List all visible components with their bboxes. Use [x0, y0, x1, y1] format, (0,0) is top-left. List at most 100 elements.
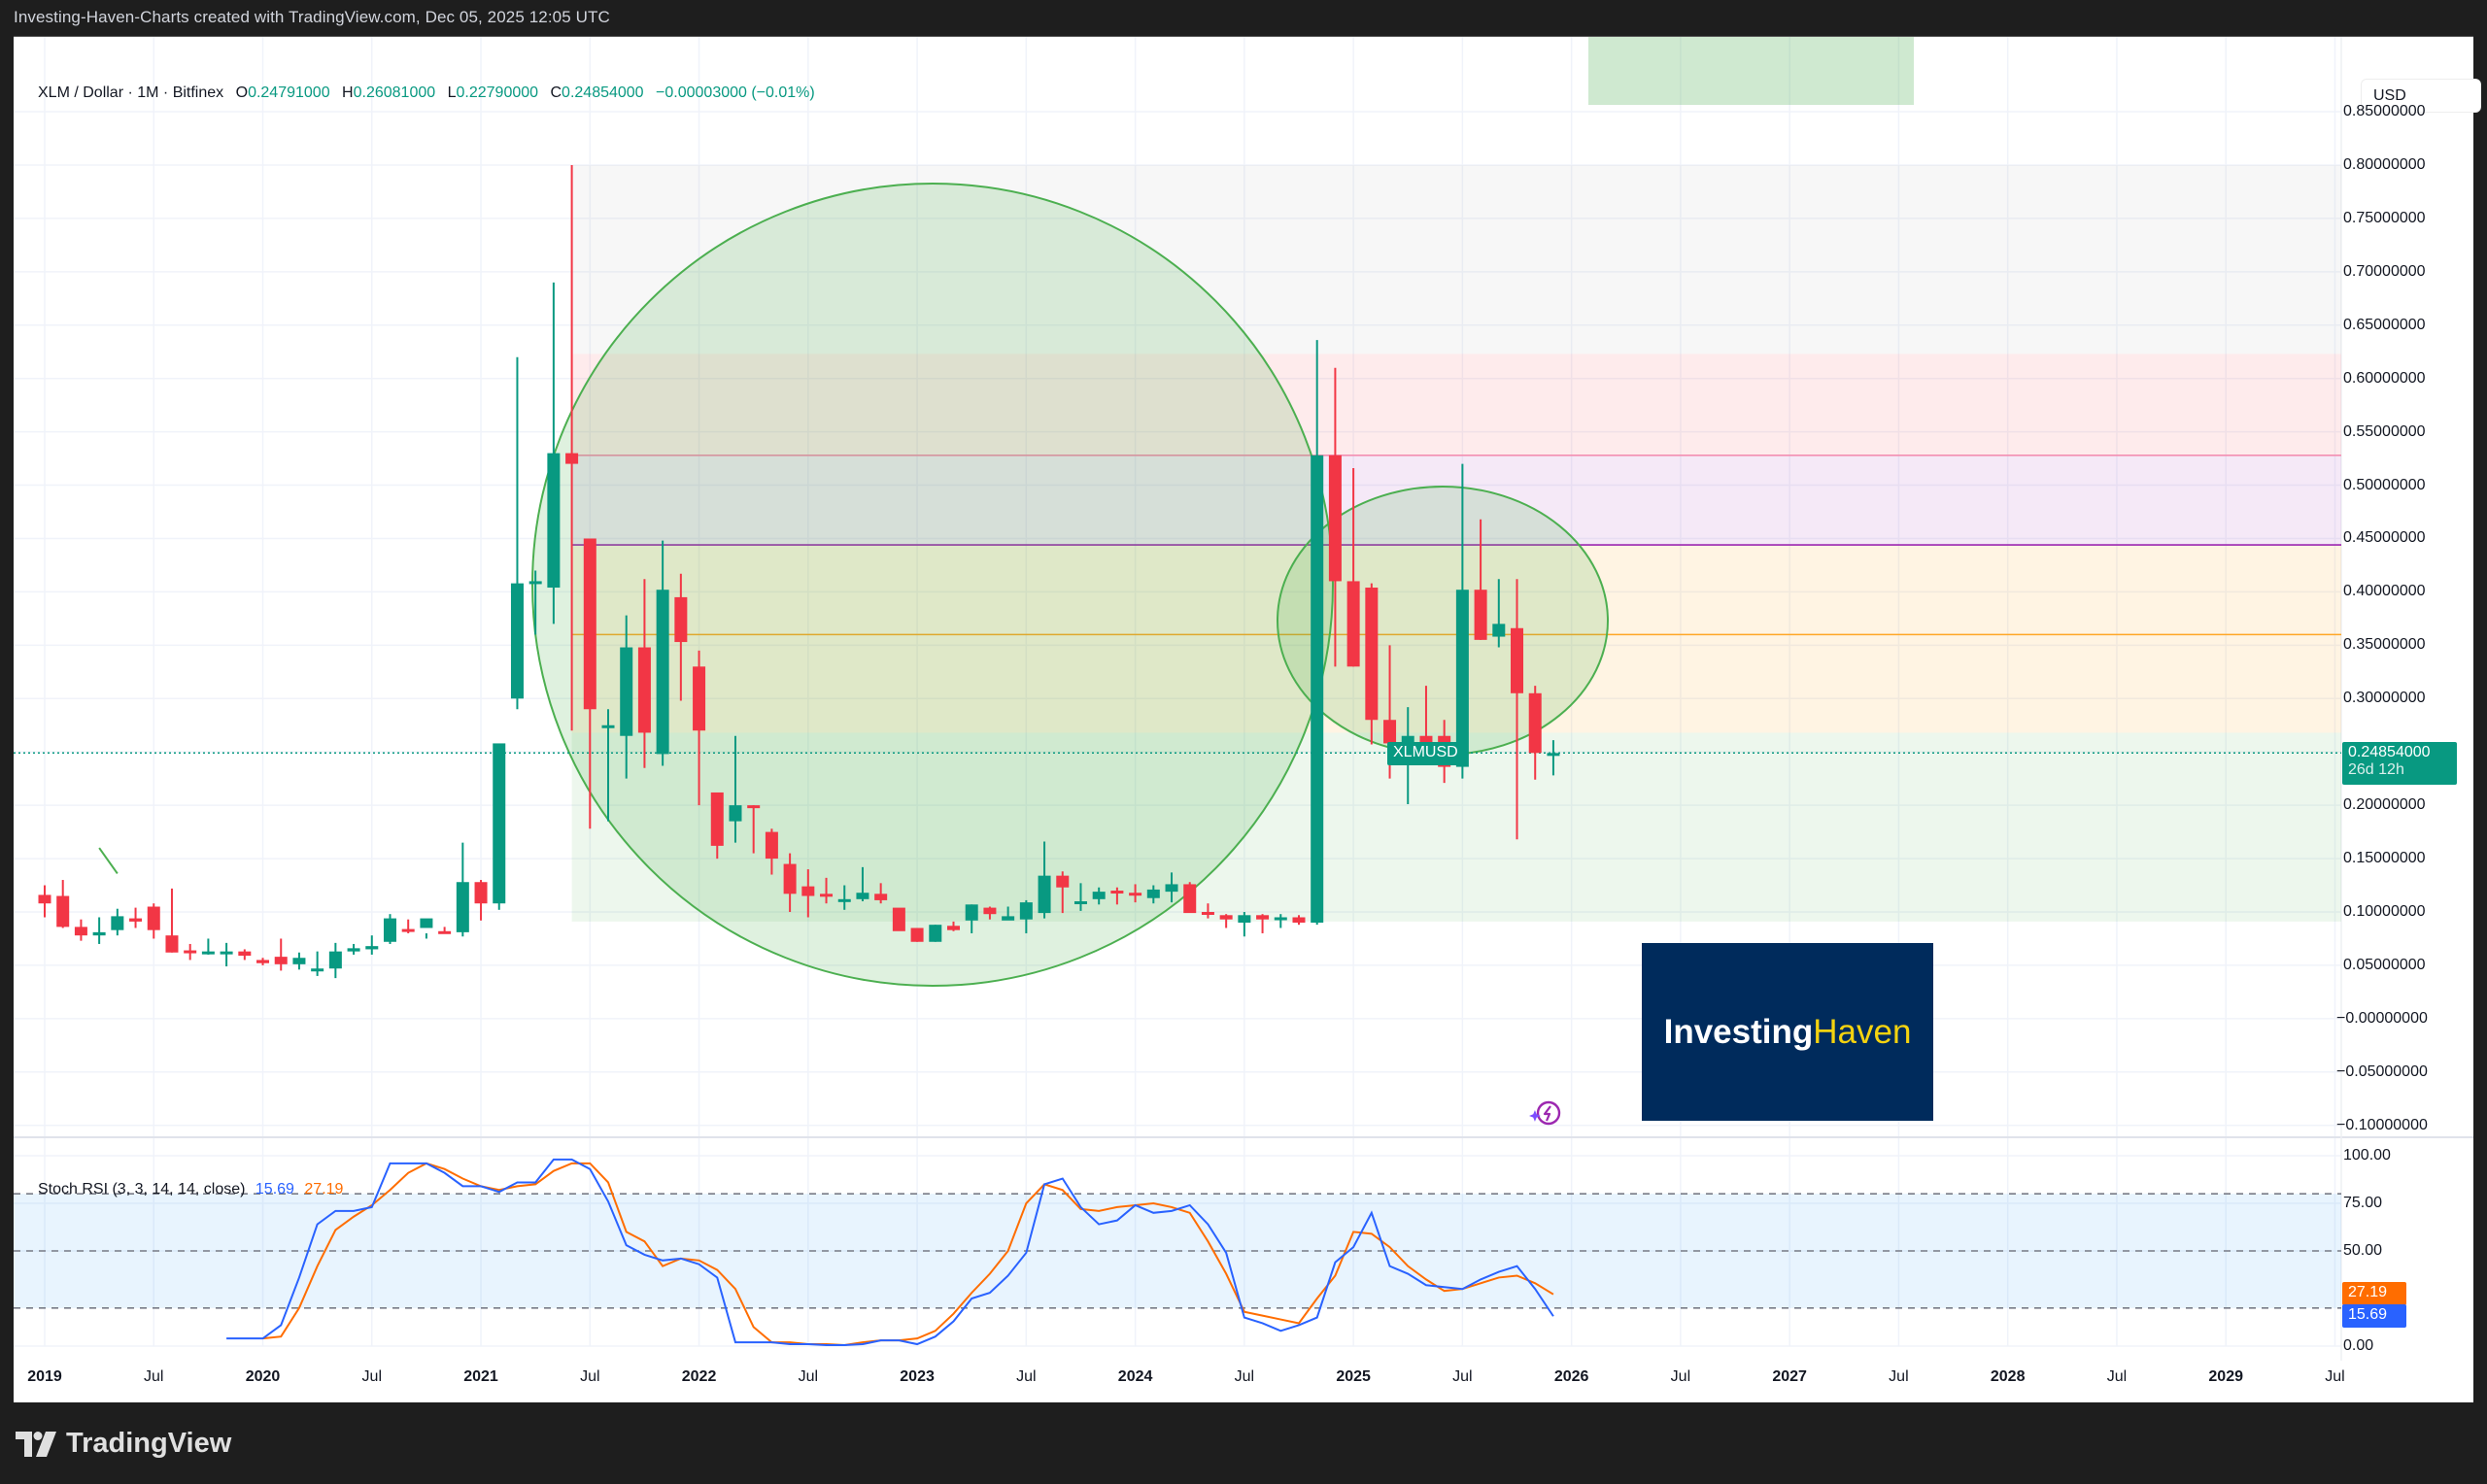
candle-body: [547, 453, 561, 589]
candle-body: [220, 951, 233, 955]
price-tick: 0.85000000: [2343, 103, 2426, 120]
price-tick: 0.70000000: [2343, 262, 2426, 280]
candle-body: [1328, 455, 1342, 582]
low-label: L: [447, 84, 457, 101]
candle-body: [1056, 875, 1070, 888]
time-tick: Jul: [1452, 1368, 1473, 1385]
time-tick: Jul: [1670, 1368, 1691, 1385]
price-tick: −0.05000000: [2336, 1062, 2428, 1080]
price-tick: 0.55000000: [2343, 422, 2426, 440]
rsi-tick: 100.00: [2343, 1147, 2391, 1164]
candle-body: [1365, 588, 1379, 721]
candle-countdown: 26d 12h: [2348, 761, 2404, 778]
time-tick: Jul: [1889, 1368, 1909, 1385]
candle-body: [1346, 581, 1360, 667]
stoch-k-tag: 15.69: [2342, 1304, 2406, 1328]
stoch-rsi-k-line: [226, 1158, 1554, 1347]
stoch-rsi-k-value: 15.69: [255, 1181, 294, 1197]
candle-body: [92, 931, 106, 936]
currency-button[interactable]: USD: [2361, 79, 2481, 113]
candle-body: [947, 926, 960, 930]
price-tick: 0.60000000: [2343, 369, 2426, 387]
candle-body: [1419, 735, 1433, 744]
chart-credit: Investing-Haven-Charts created with Trad…: [14, 8, 610, 26]
candle-body: [1401, 735, 1414, 744]
candle-body: [165, 935, 179, 953]
stoch-rsi-legend[interactable]: Stoch RSI (3, 3, 14, 14, close) 15.69 27…: [38, 1181, 343, 1198]
time-tick: 2020: [245, 1368, 281, 1385]
candle-body: [1073, 901, 1087, 905]
candle-body: [510, 583, 524, 699]
symbol-legend[interactable]: XLM / Dollar · 1M · Bitfinex O0.24791000…: [38, 84, 815, 102]
candle-body: [620, 647, 633, 736]
fib-band: [571, 164, 2341, 354]
rsi-tick: 75.00: [2343, 1195, 2383, 1211]
time-tick: 2025: [1336, 1368, 1371, 1385]
candle-body: [1528, 692, 1542, 754]
candle-body: [111, 916, 124, 930]
price-tick: 0.45000000: [2343, 529, 2426, 547]
candle-body: [801, 886, 815, 896]
candle-body: [256, 960, 270, 963]
candle-body: [201, 951, 215, 955]
time-tick: Jul: [798, 1368, 819, 1385]
candle-body: [38, 894, 51, 904]
price-tick: −0.10000000: [2336, 1116, 2428, 1133]
time-tick: 2021: [463, 1368, 498, 1385]
logo-part-investing: Investing: [1663, 1012, 1814, 1051]
time-tick: Jul: [144, 1368, 164, 1385]
stoch-rsi-title: Stoch RSI (3, 3, 14, 14, close): [38, 1181, 246, 1197]
candle-body: [710, 792, 724, 846]
candle-body: [56, 895, 70, 928]
time-tick: 2027: [1772, 1368, 1807, 1385]
last-price-tag: 0.24854000 26d 12h: [2342, 742, 2457, 785]
chart-canvas[interactable]: [14, 37, 2473, 1402]
candle-body: [1383, 720, 1397, 744]
price-tick: 0.35000000: [2343, 636, 2426, 654]
stoch-rsi-d-line: [262, 1162, 1554, 1347]
price-tick: 0.10000000: [2343, 903, 2426, 920]
open-value: 0.24791000: [248, 84, 330, 101]
price-tick: 0.75000000: [2343, 209, 2426, 226]
candle-body: [1455, 590, 1469, 767]
candle-body: [1492, 624, 1506, 637]
candle-body: [1019, 902, 1033, 920]
candle-body: [1511, 627, 1524, 693]
candle-body: [528, 581, 542, 585]
candle-body: [238, 951, 252, 957]
price-tick: 0.05000000: [2343, 956, 2426, 973]
candle-body: [983, 907, 997, 915]
candle-body: [420, 918, 433, 928]
trend-line: [98, 847, 119, 875]
candle-body: [910, 928, 924, 942]
candle-body: [1474, 590, 1487, 640]
candle-body: [474, 882, 488, 904]
change-value: −0.00003000 (−0.01%): [656, 84, 815, 101]
candle-body: [292, 958, 306, 964]
close-label: C: [550, 84, 562, 101]
time-tick: 2028: [1990, 1368, 2026, 1385]
time-tick: 2026: [1553, 1368, 1589, 1385]
stoch-rsi-d-value: 27.19: [304, 1181, 344, 1197]
symbol-title: XLM / Dollar · 1M · Bitfinex: [38, 84, 224, 101]
tradingview-footer[interactable]: TradingView: [16, 1428, 231, 1460]
price-tick: 0.40000000: [2343, 583, 2426, 600]
price-tick: 0.50000000: [2343, 476, 2426, 493]
candle-body: [1129, 893, 1142, 896]
candle-body: [438, 930, 452, 934]
candle-body: [347, 948, 360, 952]
candle-body: [674, 596, 688, 643]
candle-body: [929, 925, 942, 942]
highlight-circle: [1277, 486, 1609, 756]
candle-body: [1256, 915, 1270, 920]
low-value: 0.22790000: [456, 84, 539, 101]
candle-body: [892, 907, 905, 931]
time-tick: 2019: [27, 1368, 62, 1385]
rsi-tick: 50.00: [2343, 1242, 2383, 1259]
candle-body: [456, 882, 469, 932]
fib-band: [571, 354, 2341, 455]
ai-assistant-icon[interactable]: [1529, 1098, 1562, 1131]
candle-body: [874, 894, 888, 900]
fib-band: [571, 455, 2341, 546]
candle-body: [765, 831, 778, 860]
